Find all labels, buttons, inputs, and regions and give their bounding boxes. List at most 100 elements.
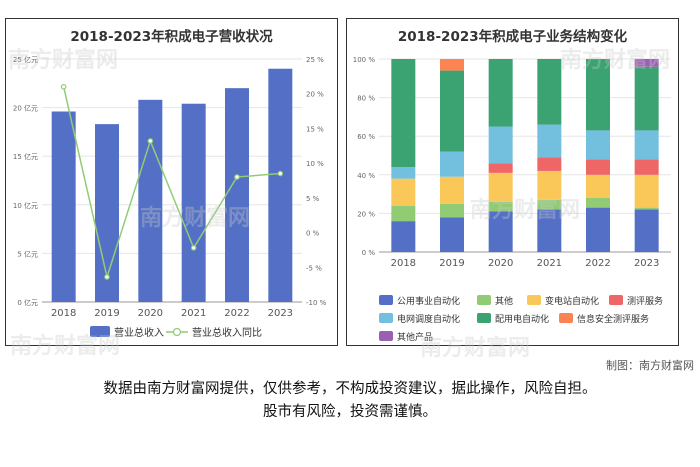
stacked-bar-segment [391,59,416,168]
stacked-bar-segment [634,130,659,160]
stacked-bar-segment [634,209,659,252]
stacked-bar-segment [488,59,513,127]
revenue-bar [138,99,163,302]
stacked-bar-segment [488,172,513,202]
legend-label: 电网调度自动化 [397,313,460,325]
revenue-bar [225,88,249,302]
legend-swatch [477,313,491,323]
y-tick-label-right: 20 % [306,91,324,99]
stacked-bar-segment [488,163,513,173]
revenue-bar [95,124,119,303]
legend-label: 信息安全测评服务 [577,313,649,325]
y-tick-label-right: 5 % [306,195,320,203]
yoy-growth-point [104,274,110,280]
stacked-bar-segment [440,59,464,71]
stacked-bar-segment [391,221,416,252]
legend-label-yoy: 营业总收入同比 [192,326,262,339]
y-tick-label-left: 15 亿元 [13,152,38,161]
legend-label-revenue: 营业总收入 [114,326,164,339]
revenue-bar [181,103,206,302]
stacked-bar-segment [586,197,610,208]
revenue-chart-panel: 2018-2023年积成电子营收状况 0 亿元 5 亿元 10 亿元 15 亿元 20 … [5,18,338,346]
legend-swatch [379,331,393,341]
stacked-bar-segment [537,124,562,158]
stacked-bar-segment [634,159,659,175]
x-tick-label: 2019 [94,308,119,319]
y-tick-label-left: 25 亿元 [13,55,38,64]
stacked-bar-segment [537,170,562,200]
stacked-bar-segment [488,201,513,212]
stacked-bar-segment [440,176,464,204]
disclaimer-line-2: 股市有风险，投资需谨慎。 [263,404,437,420]
stacked-bar-segment [586,130,610,160]
stacked-bar-segment [634,207,659,210]
chart-credit: 制图：南方财富网 [606,359,694,372]
y-tick-label-left: 5 亿元 [17,249,38,258]
yoy-growth-point [190,245,197,251]
y-tick-label-right: 10 % [306,160,324,168]
y-tick-label-left: 10 亿元 [13,201,38,210]
stacked-bar-segment [488,211,513,252]
stacked-bar-segment [586,59,610,131]
legend-swatch [609,295,623,305]
x-tick-label: 2022 [585,258,610,269]
stacked-bar-segment [586,207,610,252]
x-tick-label: 2019 [439,258,464,269]
yoy-growth-point [277,170,284,177]
y-tick-label-right: 25 % [306,56,324,64]
y-tick-label: 20 % [357,210,375,218]
x-tick-label: 2021 [537,258,562,269]
stacked-bar-segment [440,217,464,252]
legend-label: 其他产品 [397,331,433,343]
x-tick-label: 2018 [391,258,416,269]
legend-swatch [527,295,541,305]
y-tick-label: 0 % [362,249,376,257]
stacked-bar-segment [391,178,416,206]
y-tick-label: 100 % [353,56,376,64]
revenue-chart: 0 亿元 5 亿元 10 亿元 15 亿元 20 亿元 25 亿元 -10 % -5 % 0 %… [13,55,327,339]
x-tick-label: 2023 [268,308,293,319]
y-tick-label-right: -5 % [306,264,322,272]
legend-marker-yoy [172,327,182,337]
legend-label: 公用事业自动化 [397,295,460,307]
stacked-bar-segment [391,167,416,179]
stacked-bar-segment [586,174,610,198]
stacked-bar-segment [391,205,416,222]
stacked-bar-segment [440,203,464,218]
stacked-bar-segment [440,70,464,152]
stacked-bar-segment [488,126,513,164]
stacked-bar-segment [634,174,659,208]
stacked-bar-segment [537,209,562,252]
stacked-bar-segment [634,66,659,131]
x-tick-label: 2020 [488,258,513,269]
legend-label: 测评服务 [627,295,663,307]
disclaimer-line-1: 数据由南方财富网提供，仅供参考，不构成投资建议，据此操作，风险自担。 [103,381,597,397]
y-tick-label-right: 0 % [306,230,320,238]
stacked-bar-segment [537,199,562,210]
stacked-bar-segment [537,157,562,171]
legend-swatch [477,295,491,305]
y-tick-label-right: -10 % [306,299,327,307]
legend-label: 变电站自动化 [545,295,599,307]
yoy-growth-point [60,83,67,90]
stacked-bar-segment [440,151,464,177]
y-tick-label-right: 15 % [306,125,324,133]
y-tick-label: 40 % [357,172,375,180]
yoy-growth-point [234,174,240,180]
legend-label: 其他 [495,295,513,307]
structure-chart-panel: 2018-2023年积成电子业务结构变化 0 % 20 % 40 % 60 % 80 %… [346,18,679,346]
y-tick-label-left: 20 亿元 [13,104,38,113]
y-tick-label: 60 % [357,133,375,141]
legend-label: 配用电自动化 [495,313,549,325]
revenue-bar [268,68,293,302]
revenue-bar [51,111,76,302]
stacked-bar-segment [586,159,610,175]
stacked-bar-segment [537,59,562,125]
revenue-chart-title: 2018-2023年积成电子营收状况 [70,29,273,45]
legend-swatch [379,313,393,323]
legend-swatch-revenue [90,326,110,337]
yoy-growth-point [147,138,154,144]
legend-swatch [559,313,573,323]
x-tick-label: 2020 [138,308,163,319]
x-tick-label: 2023 [634,258,659,269]
